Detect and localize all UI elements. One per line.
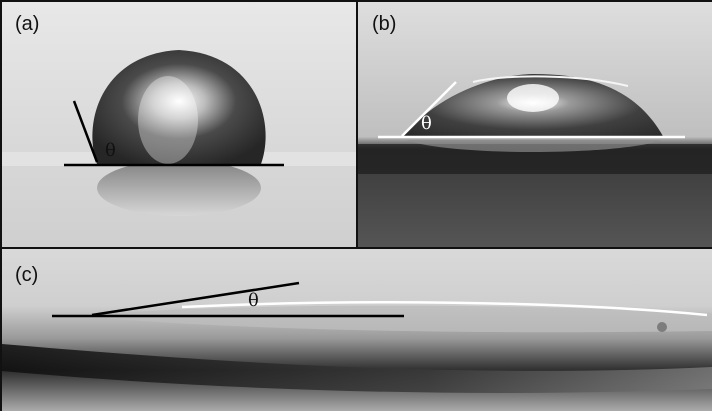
panel-b-droplet-highlight — [507, 84, 559, 112]
panel-b-tangent-line — [401, 81, 457, 137]
panel-b-droplet-medium-angle: (b) θ — [358, 2, 712, 247]
panel-b-reflection — [406, 140, 662, 152]
panel-c-film-low-angle: (c) θ — [2, 249, 712, 411]
panel-a-tangent-line — [72, 100, 99, 163]
panel-c-photo — [2, 249, 712, 411]
panel-c-dark-band — [2, 344, 712, 393]
panel-a-reflection — [97, 160, 261, 216]
panel-c-surface-spot — [657, 322, 667, 332]
panel-a-droplet — [92, 50, 266, 164]
panel-a-droplet-high-angle: (a) θ — [2, 2, 356, 247]
panel-c-film — [92, 305, 712, 333]
panel-a-droplet-highlight — [138, 76, 198, 164]
panel-a-photo — [2, 2, 356, 247]
panel-b-droplet-rim-highlight — [472, 75, 629, 87]
panel-b-photo — [358, 2, 712, 247]
panel-c-tangent-line — [91, 281, 300, 317]
panel-c-film-highlight — [181, 301, 708, 317]
